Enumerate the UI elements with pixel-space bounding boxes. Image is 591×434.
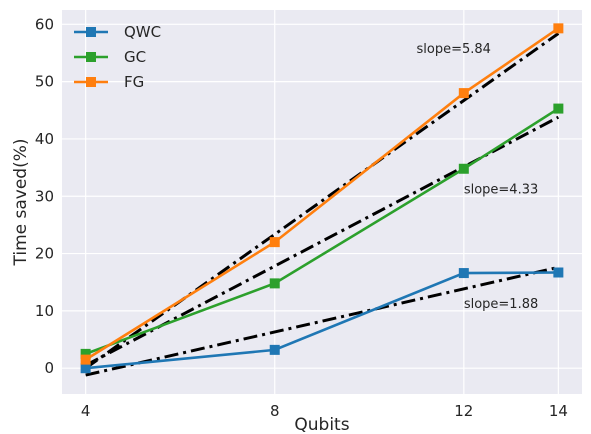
fg-point	[553, 23, 564, 34]
gc-point	[553, 103, 564, 114]
fit-line-slope-5-84	[84, 32, 560, 370]
y-tick-label: 40	[35, 130, 54, 148]
fg-point	[80, 354, 91, 365]
y-tick-label: 50	[35, 73, 54, 91]
legend: QWC GC FG	[74, 23, 161, 91]
y-tick-label: 30	[35, 187, 54, 205]
legend-marker-fg	[86, 77, 96, 87]
fg-series-line	[84, 27, 560, 361]
legend-label-gc: GC	[124, 48, 146, 66]
y-axis-title: Time saved(%)	[11, 138, 31, 266]
x-tick-label: 14	[549, 402, 568, 420]
slope-annotations: slope=5.84 slope=4.33 slope=1.88	[417, 42, 539, 312]
x-axis-title: Qubits	[294, 415, 349, 434]
x-tick-label: 8	[270, 402, 280, 420]
legend-label-fg: FG	[124, 73, 144, 91]
x-tick-label: 4	[81, 402, 91, 420]
fg-point	[269, 237, 280, 248]
slope-annotation: slope=4.33	[464, 182, 538, 197]
slope-annotation: slope=5.84	[417, 42, 491, 57]
y-tick-labels: 0 10 20 30 40 50 60	[35, 15, 54, 377]
legend-marker-qwc	[86, 27, 96, 37]
gc-point	[269, 278, 280, 289]
y-tick-label: 20	[35, 245, 54, 263]
y-tick-label: 60	[35, 15, 54, 33]
grid	[62, 10, 582, 394]
fg-point	[458, 88, 469, 99]
qwc-point	[553, 267, 564, 278]
legend-label-qwc: QWC	[124, 23, 161, 41]
data-series	[80, 23, 564, 374]
gc-point	[458, 163, 469, 174]
y-tick-label: 0	[44, 359, 54, 377]
y-tick-label: 10	[35, 302, 54, 320]
legend-marker-gc	[86, 52, 96, 62]
x-tick-labels: 4 8 12 14	[81, 402, 568, 420]
qwc-point	[80, 363, 91, 374]
qwc-point	[269, 344, 280, 355]
slope-annotation: slope=1.88	[464, 297, 538, 312]
gc-series-line	[85, 107, 560, 356]
qwc-series-line	[85, 271, 559, 370]
gc-point	[80, 348, 91, 359]
qwc-point	[458, 268, 469, 279]
x-tick-label: 12	[454, 402, 473, 420]
